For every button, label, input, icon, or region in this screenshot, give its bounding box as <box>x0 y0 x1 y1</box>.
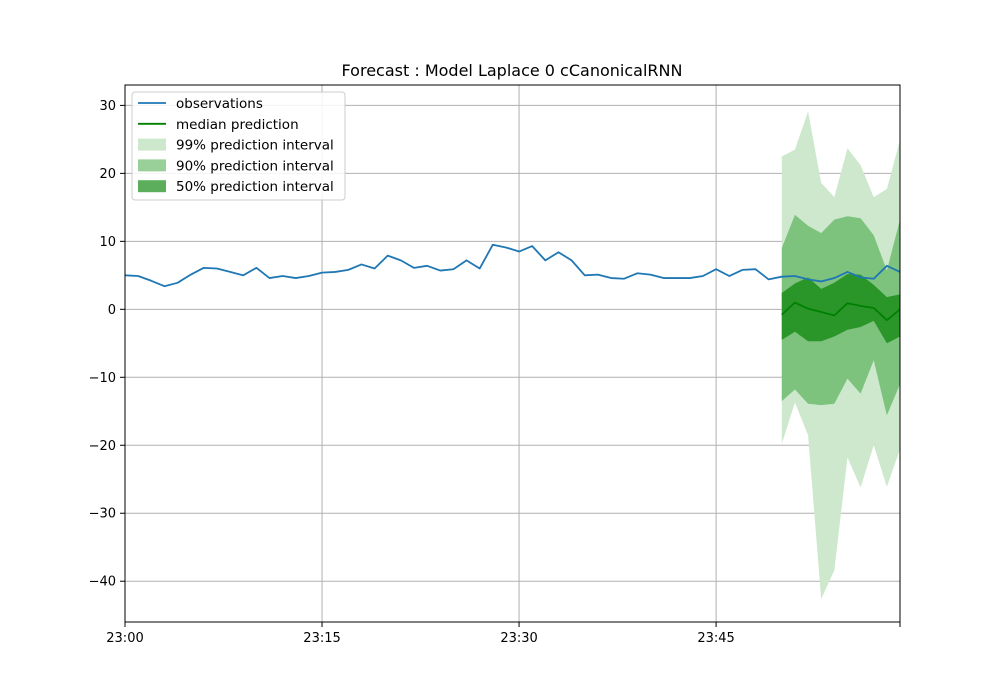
y-tick-label: 20 <box>99 167 116 182</box>
legend-swatch <box>138 159 166 172</box>
plot-frame <box>124 84 901 623</box>
y-tick-label: −40 <box>89 575 116 590</box>
legend-box <box>131 91 346 201</box>
chart-title: Forecast : Model Laplace 0 cCanonicalRNN <box>342 61 683 80</box>
y-tick-label: −10 <box>89 371 116 386</box>
x-tick-label: 23:45 <box>697 631 734 646</box>
legend-swatch <box>138 138 166 151</box>
legend: observations median prediction 99% predict… <box>131 91 346 201</box>
y-tick-label: 30 <box>99 99 116 114</box>
series-lines <box>124 243 901 322</box>
y-tick-label: 10 <box>99 235 116 250</box>
y-tick-label: −30 <box>89 507 116 522</box>
legend-entry-label: 99% prediction interval <box>176 138 334 154</box>
legend-entry-label: 50% prediction interval <box>176 179 334 195</box>
x-tick-label: 23:00 <box>106 631 143 646</box>
legend-entry-label: 90% prediction interval <box>176 158 334 174</box>
x-axis: 23:00 23:15 23:30 23:45 <box>106 622 901 646</box>
prediction-bands <box>781 111 900 599</box>
legend-entry-label: observations <box>176 96 263 112</box>
series-observations <box>124 243 901 288</box>
x-tick-label: 23:15 <box>303 631 340 646</box>
legend-swatch <box>138 180 166 193</box>
series-median-prediction <box>781 301 901 322</box>
y-tick-label: −20 <box>89 439 116 454</box>
y-axis: 30 20 10 0 −10 −20 −30 −40 <box>89 99 125 590</box>
y-tick-label: 0 <box>108 303 116 318</box>
legend-entry-label: median prediction <box>176 117 299 133</box>
x-tick-label: 23:30 <box>500 631 537 646</box>
